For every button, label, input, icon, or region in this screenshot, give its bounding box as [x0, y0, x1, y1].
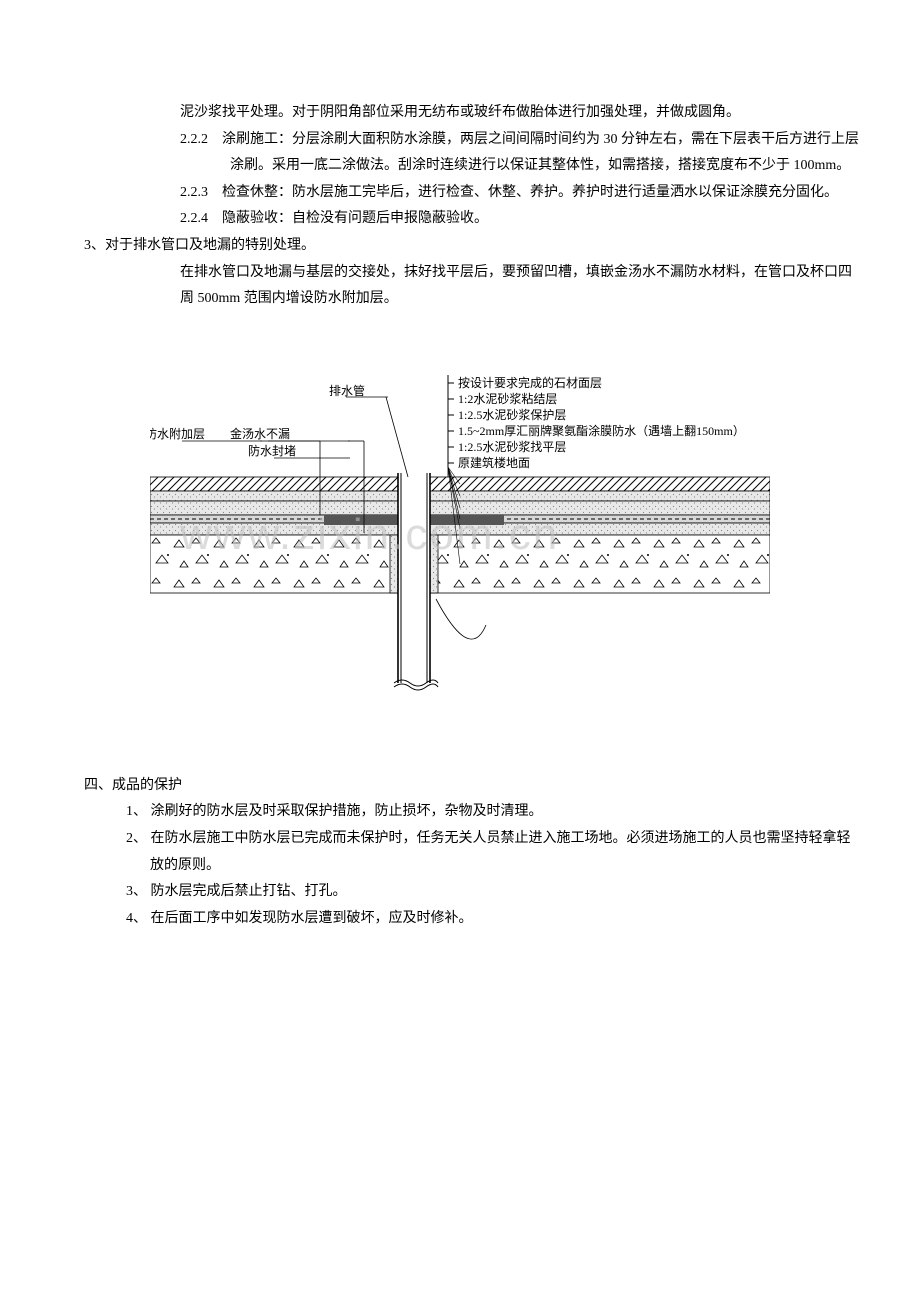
svg-text:1:2.5水泥砂浆保护层: 1:2.5水泥砂浆保护层 — [458, 407, 566, 422]
svg-text:原建筑楼地面: 原建筑楼地面 — [458, 455, 530, 470]
paragraph-222: 2.2.2 涂刷施工：分层涂刷大面积防水涂膜，两层之间间隔时间约为 30 分钟左… — [60, 127, 860, 180]
section-4-item-4: 4、 在后面工序中如发现防水层遭到破坏，应及时修补。 — [60, 906, 860, 933]
paragraph-224: 2.2.4 隐蔽验收：自检没有问题后申报隐蔽验收。 — [60, 206, 860, 233]
paragraph-3-title: 3、对于排水管口及地漏的特别处理。 — [60, 233, 860, 260]
svg-text:按设计要求完成的石材面层: 按设计要求完成的石材面层 — [458, 375, 602, 390]
svg-text:1:2.5水泥砂浆找平层: 1:2.5水泥砂浆找平层 — [458, 439, 566, 454]
paragraph-223: 2.2.3 检查休整：防水层施工完毕后，进行检查、休整、养护。养护时进行适量洒水… — [60, 180, 860, 207]
svg-text:防水封堵: 防水封堵 — [248, 443, 296, 458]
section-4-title: 四、成品的保护 — [60, 773, 860, 800]
section-4-item-3: 3、 防水层完成后禁止打钻、打孔。 — [60, 879, 860, 906]
cross-section-diagram: 按设计要求完成的石材面层1:2水泥砂浆粘结层1:2.5水泥砂浆保护层1.5~2m… — [150, 373, 770, 733]
svg-text:1:2水泥砂浆粘结层: 1:2水泥砂浆粘结层 — [458, 391, 557, 406]
section-4-item-2: 2、 在防水层施工中防水层已完成而未保护时，任务无关人员禁止进入施工场地。必须进… — [60, 826, 860, 879]
section-4-item-1: 1、 涂刷好的防水层及时采取保护措施，防止损坏，杂物及时清理。 — [60, 799, 860, 826]
svg-text:1.5~2mm厚汇丽牌聚氨酯涂膜防水（遇墙上翻150mm）: 1.5~2mm厚汇丽牌聚氨酯涂膜防水（遇墙上翻150mm） — [458, 423, 745, 438]
svg-text:排水管: 排水管 — [329, 383, 365, 398]
svg-text:金汤水不漏: 金汤水不漏 — [230, 426, 290, 441]
paragraph-3-body: 在排水管口及地漏与基层的交接处，抹好找平层后，要预留凹槽，填嵌金汤水不漏防水材料… — [60, 260, 860, 313]
svg-text:防水附加层: 防水附加层 — [150, 426, 205, 441]
paragraph-221-continuation: 泥沙浆找平处理。对于阴阳角部位采用无纺布或玻纤布做胎体进行加强处理，并做成圆角。 — [60, 100, 860, 127]
diagram-container: 按设计要求完成的石材面层1:2水泥砂浆粘结层1:2.5水泥砂浆保护层1.5~2m… — [150, 373, 770, 733]
